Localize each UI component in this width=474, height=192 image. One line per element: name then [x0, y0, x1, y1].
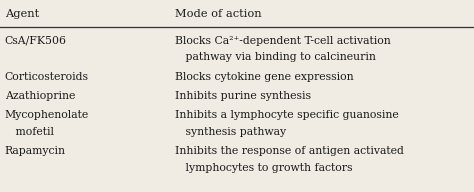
Text: Agent: Agent — [5, 9, 39, 19]
Text: Blocks Ca²⁺-dependent T-cell activation: Blocks Ca²⁺-dependent T-cell activation — [175, 36, 391, 46]
Text: Rapamycin: Rapamycin — [5, 146, 66, 156]
Text: synthesis pathway: synthesis pathway — [175, 127, 286, 137]
Text: pathway via binding to calcineurin: pathway via binding to calcineurin — [175, 52, 376, 62]
Text: Blocks cytokine gene expression: Blocks cytokine gene expression — [175, 72, 354, 82]
Text: Inhibits purine synthesis: Inhibits purine synthesis — [175, 91, 311, 101]
Text: CsA/FK506: CsA/FK506 — [5, 36, 67, 46]
Text: Corticosteroids: Corticosteroids — [5, 72, 89, 82]
Text: Mode of action: Mode of action — [175, 9, 262, 19]
Text: Azathioprine: Azathioprine — [5, 91, 75, 101]
Text: Inhibits a lymphocyte specific guanosine: Inhibits a lymphocyte specific guanosine — [175, 110, 399, 120]
Text: mofetil: mofetil — [5, 127, 54, 137]
Text: lymphocytes to growth factors: lymphocytes to growth factors — [175, 163, 353, 173]
Text: Mycophenolate: Mycophenolate — [5, 110, 89, 120]
Text: Inhibits the response of antigen activated: Inhibits the response of antigen activat… — [175, 146, 404, 156]
